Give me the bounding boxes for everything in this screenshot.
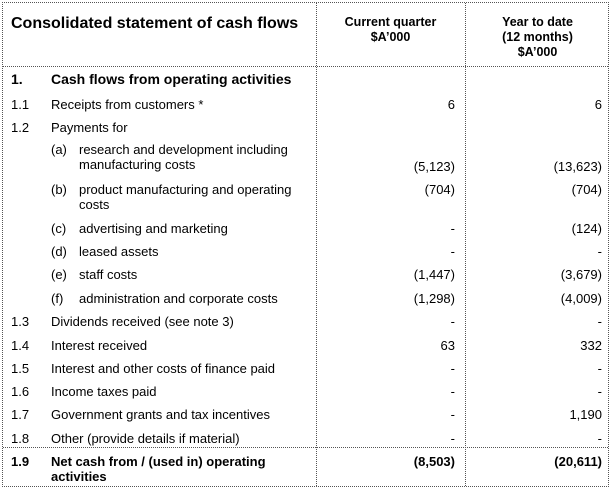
row-ytd-value: (3,679)	[560, 267, 602, 282]
row-label: administration and corporate costs	[79, 291, 278, 306]
row-ytd-value: 6	[594, 97, 602, 112]
row-letter: (c)	[51, 221, 67, 236]
row-label: Payments for	[51, 120, 128, 135]
row-ytd-value: -	[597, 431, 602, 446]
current-quarter-header-line2: $A’000	[370, 30, 411, 44]
header-divider	[3, 66, 608, 67]
row-label: advertising and marketing	[79, 221, 228, 236]
total-divider	[3, 447, 608, 448]
row-ytd-value: -	[597, 314, 602, 329]
row-ytd-value: 1,190	[569, 407, 602, 422]
row-number: 1.6	[11, 384, 30, 399]
column-divider-current	[316, 3, 317, 486]
ytd-header-line3: $A’000	[517, 45, 558, 59]
row-ytd-value: (13,623)	[553, 159, 602, 174]
row-label: staff costs	[79, 267, 138, 282]
row-number: 1.2	[11, 120, 30, 135]
row-label: leased assets	[79, 244, 159, 259]
cash-flow-table: Consolidated statement of cash flows Cur…	[2, 2, 609, 487]
row-label: Other (provide details if material)	[51, 431, 240, 446]
row-current-value: 63	[440, 338, 455, 353]
row-letter: (f)	[51, 291, 64, 306]
row-ytd-value: (4,009)	[560, 291, 602, 306]
row-number: 1.8	[11, 431, 30, 446]
row-ytd-value: (124)	[571, 221, 602, 236]
ytd-header-line2: (12 months)	[502, 30, 573, 44]
section-number: 1.	[11, 71, 23, 87]
row-number: 1.7	[11, 407, 30, 422]
row-current-value: -	[450, 221, 455, 236]
row-letter: (e)	[51, 267, 67, 282]
row-label: Dividends received (see note 3)	[51, 314, 234, 329]
statement-title: Consolidated statement of cash flows	[11, 15, 299, 32]
ytd-header: Year to date (12 months) $A’000	[465, 15, 610, 60]
section-label: Cash flows from operating activities	[51, 71, 292, 87]
row-ytd-value: -	[597, 384, 602, 399]
row-current-value: (1,298)	[413, 291, 455, 306]
total-current-value: (8,503)	[413, 454, 455, 469]
row-current-value: -	[450, 431, 455, 446]
total-ytd-value: (20,611)	[554, 454, 602, 469]
row-number: 1.5	[11, 361, 30, 376]
row-ytd-value: -	[597, 361, 602, 376]
row-number: 1.3	[11, 314, 30, 329]
current-quarter-header-line1: Current quarter	[344, 15, 437, 29]
row-ytd-value: (704)	[571, 182, 602, 197]
row-current-value: -	[450, 384, 455, 399]
row-ytd-value: 332	[580, 338, 602, 353]
column-divider-ytd	[465, 3, 466, 486]
row-label: Interest and other costs of finance paid	[51, 361, 276, 376]
row-current-value: (5,123)	[413, 159, 455, 174]
total-number: 1.9	[11, 454, 30, 469]
row-label: Receipts from customers *	[51, 97, 204, 112]
row-label: Interest received	[51, 338, 148, 353]
row-label: product manufacturing and operating cost…	[79, 182, 292, 212]
row-label: research and development including manuf…	[79, 142, 288, 172]
row-current-value: (704)	[424, 182, 455, 197]
row-letter: (d)	[51, 244, 67, 259]
row-label: Income taxes paid	[51, 384, 157, 399]
ytd-header-line1: Year to date	[502, 15, 573, 29]
row-current-value: -	[450, 244, 455, 259]
row-label: Government grants and tax incentives	[51, 407, 270, 422]
row-letter: (b)	[51, 182, 67, 197]
row-current-value: 6	[447, 97, 455, 112]
row-letter: (a)	[51, 142, 67, 157]
total-label: Net cash from / (used in) operating acti…	[51, 454, 266, 484]
row-current-value: -	[450, 314, 455, 329]
row-current-value: -	[450, 361, 455, 376]
row-current-value: -	[450, 407, 455, 422]
row-number: 1.1	[11, 97, 30, 112]
row-number: 1.4	[11, 338, 30, 353]
row-ytd-value: -	[597, 244, 602, 259]
current-quarter-header: Current quarter $A’000	[316, 15, 465, 45]
row-current-value: (1,447)	[413, 267, 455, 282]
